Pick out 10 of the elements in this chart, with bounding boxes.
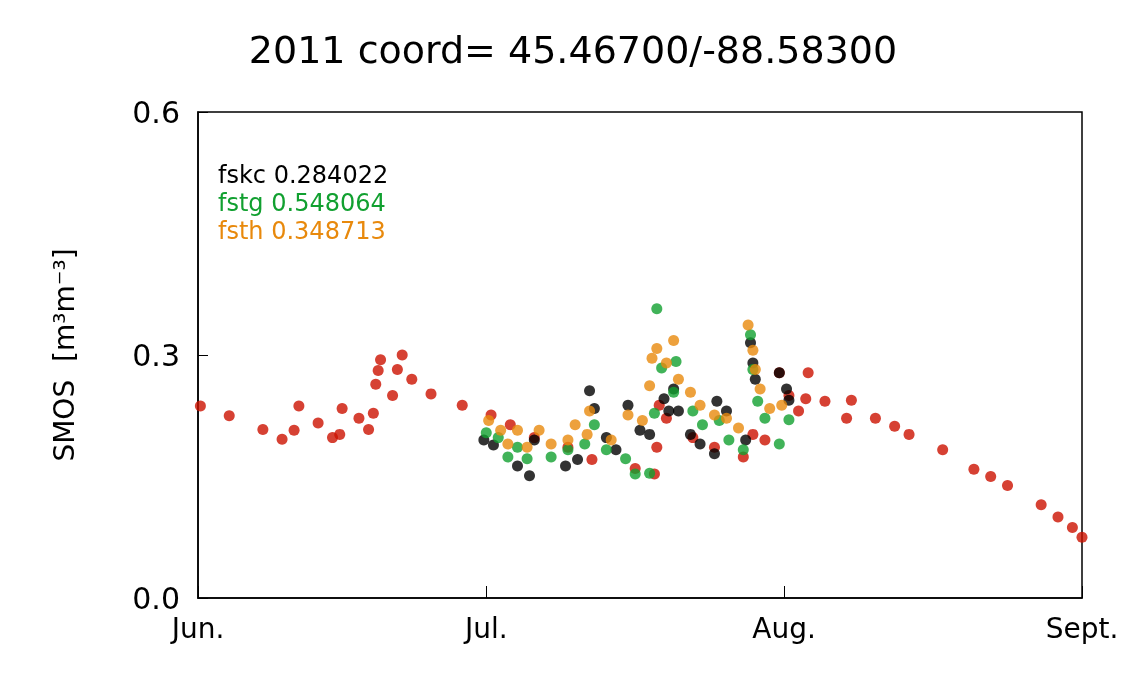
x-tick-label: Aug.: [752, 611, 816, 645]
x-tick-label: Sept.: [1045, 611, 1119, 645]
y-tick-label: 0.3: [132, 337, 180, 373]
y-axis-title: SMOS [m³m⁻³]: [47, 248, 81, 462]
text: fskc 0.284022: [218, 161, 389, 189]
y-tick-label: 0.6: [132, 94, 180, 130]
text: fsth 0.348713: [218, 217, 386, 245]
chart-title: 2011 coord= 45.46700/-88.58300: [248, 28, 898, 72]
x-tick-label: Jul.: [462, 611, 508, 645]
text: fstg 0.548064: [218, 189, 386, 217]
